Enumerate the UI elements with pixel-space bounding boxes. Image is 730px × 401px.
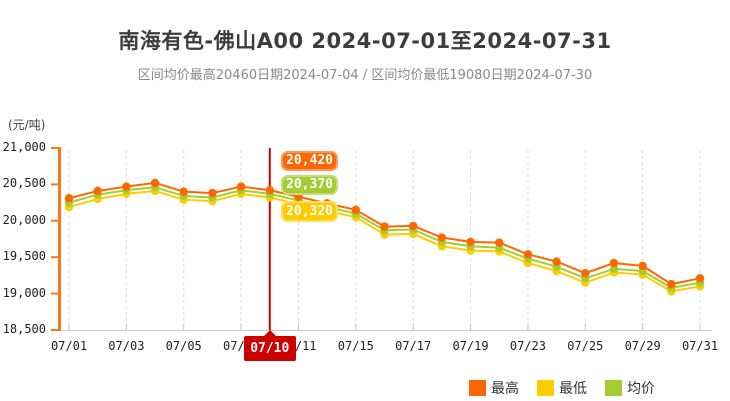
- y-axis-unit-label: (元/吨): [8, 118, 46, 132]
- pointer-up-icon: [263, 330, 276, 336]
- legend-swatch-high-icon: [469, 380, 486, 396]
- legend-label: 均价: [627, 381, 655, 397]
- chart-title: 南海有色-佛山A00 2024-07-01至2024-07-31: [118, 29, 612, 53]
- tooltip-avg-value: 20,370: [281, 175, 338, 195]
- legend: 最高 最低 均价: [469, 378, 655, 398]
- tooltip-low-value: 20,320: [281, 201, 338, 222]
- legend-swatch-avg-icon: [605, 380, 622, 396]
- legend-label: 最高: [491, 381, 519, 397]
- selected-date-text: 07/10: [250, 341, 290, 356]
- tooltip-high-value: 20,420: [281, 151, 338, 171]
- legend-item-low[interactable]: 最低: [537, 378, 587, 398]
- legend-item-avg[interactable]: 均价: [605, 378, 655, 398]
- selected-date-badge: 07/10: [243, 330, 296, 361]
- legend-label: 最低: [559, 381, 587, 397]
- legend-swatch-low-icon: [537, 380, 554, 396]
- legend-item-high[interactable]: 最高: [469, 378, 519, 398]
- chart-subtitle: 区间均价最高20460日期2024-07-04 / 区间均价最低19080日期2…: [137, 68, 593, 83]
